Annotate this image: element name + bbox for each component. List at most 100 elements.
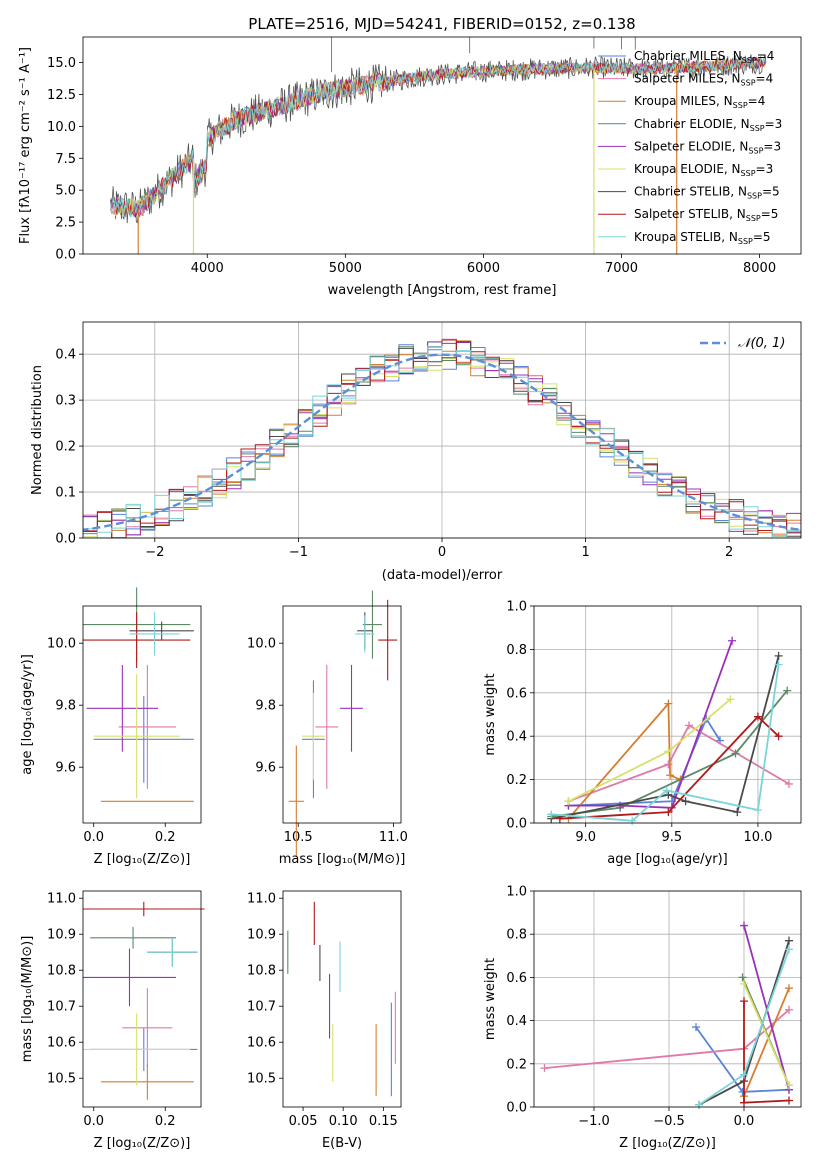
residuals-chart: −2 −1 0 1 2 0.0 0.1 0.2 0.3 0.4 𝒩(0, 1) (data-model…: [30, 321, 802, 583]
y-tick-label: 0.2: [506, 1057, 527, 1072]
weight-marker: [785, 945, 793, 954]
weight-marker: [774, 732, 783, 741]
weight-marker: [726, 695, 735, 704]
y-tick-label: 9.8: [55, 699, 76, 714]
weight-marker: [728, 636, 737, 645]
weight-series-line: [743, 987, 790, 1097]
x-tick-label: 11.0: [379, 830, 408, 845]
x-tick-label: −2: [145, 545, 164, 560]
weight-marker: [784, 779, 793, 788]
figure-title: PLATE=2516, MJD=54241, FIBERID=0152, z=0…: [248, 15, 635, 33]
weight-series-line: [568, 724, 790, 803]
x-tick-label: 10.0: [743, 830, 772, 845]
legend-subscript: SSP: [741, 169, 756, 178]
x-axis-label: E(B-V): [322, 1136, 362, 1151]
histogram-series: [83, 345, 801, 538]
y-axis-label: mass weight: [483, 673, 498, 755]
weight-marker: [740, 921, 748, 930]
legend-value: =4: [756, 72, 774, 86]
weight-marker: [740, 979, 748, 988]
legend-subscript: SSP: [733, 101, 748, 110]
x-tick-label: 0.0: [83, 1114, 104, 1129]
y-tick-label: 0.4: [506, 730, 527, 745]
weight-marker: [753, 805, 762, 814]
y-tick-label: 0.8: [506, 928, 527, 943]
y-tick-label: 9.8: [255, 699, 276, 714]
weight-marker: [662, 786, 671, 795]
x-tick-label: 5000: [329, 261, 362, 276]
weight-marker: [740, 1098, 748, 1107]
legend-value: =5: [761, 207, 779, 221]
x-tick-label: −1: [289, 545, 308, 560]
x-axis-label: Z [log₁₀(Z/Z⊙)]: [619, 1136, 716, 1151]
weight-marker: [540, 1064, 549, 1073]
weight-marker: [785, 1096, 793, 1105]
weight-series-line: [743, 925, 790, 1090]
age-vs-mass-chart: 10.5 11.0 9.6 9.8 10.0 mass [log₁₀(M/M⊙)]: [247, 590, 408, 867]
y-tick-label: 10.9: [47, 928, 76, 943]
y-axis-label: Normed distribution: [30, 365, 45, 495]
y-tick-label: 9.6: [255, 761, 276, 776]
weight-marker: [785, 1005, 793, 1014]
y-tick-label: 11.0: [247, 892, 276, 907]
weight-series-line: [559, 715, 780, 820]
y-tick-label: 10.6: [47, 1036, 76, 1051]
x-axis-label: Z [log₁₀(Z/Z⊙)]: [94, 1136, 191, 1151]
axes-frame: [82, 321, 802, 539]
y-tick-label: 10.8: [247, 964, 276, 979]
y-tick-label: 0.1: [55, 486, 76, 501]
mass-vs-ebv-chart: 0.05 0.10 0.15 10.5 10.6 10.7 10.8 10.9 11.0 E(B-…: [247, 890, 402, 1151]
legend-subscript: SSP: [738, 237, 753, 246]
weight-marker: [740, 997, 748, 1006]
x-tick-label: 8000: [743, 261, 776, 276]
x-tick-label: 7000: [605, 261, 638, 276]
x-axis-label: mass [log₁₀(M/M⊙)]: [279, 852, 406, 867]
axes-frame: [282, 605, 402, 824]
legend-value: =3: [756, 162, 774, 176]
x-tick-label: 0.2: [155, 1114, 176, 1129]
weight-series-line: [544, 1009, 790, 1069]
y-tick-label: 10.5: [47, 1072, 76, 1087]
x-tick-label: 9.5: [661, 830, 682, 845]
weight-marker: [783, 686, 792, 695]
y-tick-label: 10.9: [247, 928, 276, 943]
mass-vs-Z-chart: 0.0 0.2 10.5 10.6 10.7 10.8 10.9 11.0 Z [log₁₀(Z…: [20, 890, 205, 1151]
x-tick-label: 0.15: [369, 1114, 398, 1129]
x-tick-label: −1.0: [578, 1114, 610, 1129]
legend-label: 𝒩(0, 1): [738, 336, 785, 351]
x-axis-label: (data-model)/error: [382, 568, 503, 583]
axes-frame: [82, 605, 202, 824]
x-axis-label: wavelength [Angstrom, rest frame]: [328, 283, 557, 298]
weight-marker: [664, 760, 673, 769]
y-tick-label: 0.0: [506, 1101, 527, 1116]
weight-marker: [740, 1070, 748, 1079]
y-axis-label: Flux [fλ10⁻¹⁷ erg cm⁻² s⁻¹ A⁻¹]: [18, 47, 33, 244]
axes-frame: [82, 890, 202, 1108]
weight-marker: [664, 747, 673, 756]
weight-marker: [774, 651, 783, 660]
weight-marker: [695, 1100, 703, 1109]
x-tick-label: 0: [438, 545, 446, 560]
legend-subscript: SSP: [748, 146, 763, 155]
weight-marker: [564, 797, 573, 806]
legend-value: =3: [763, 139, 781, 153]
weight-marker: [785, 984, 793, 993]
legend-label: Kroupa MILES, NSSP=4: [634, 94, 765, 110]
residuals-plot-area: [83, 338, 801, 538]
y-tick-label: 0.8: [506, 643, 527, 658]
weight-marker: [785, 936, 793, 945]
legend-label: Kroupa STELIB, NSSP=5: [634, 230, 771, 246]
y-tick-label: 10.0: [247, 637, 276, 652]
x-tick-label: 0.0: [83, 830, 104, 845]
y-tick-label: 0.6: [506, 686, 527, 701]
y-tick-label: 12.5: [47, 88, 76, 103]
y-axis-label: mass weight: [483, 958, 498, 1040]
legend-subscript: SSP: [742, 56, 757, 65]
legend-value: =5: [753, 230, 771, 244]
y-tick-label: 1.0: [506, 885, 527, 900]
x-tick-label: 0.0: [734, 1114, 755, 1129]
weight-marker: [774, 660, 783, 669]
axes-frame: [82, 36, 802, 255]
legend-value: =5: [762, 185, 780, 199]
